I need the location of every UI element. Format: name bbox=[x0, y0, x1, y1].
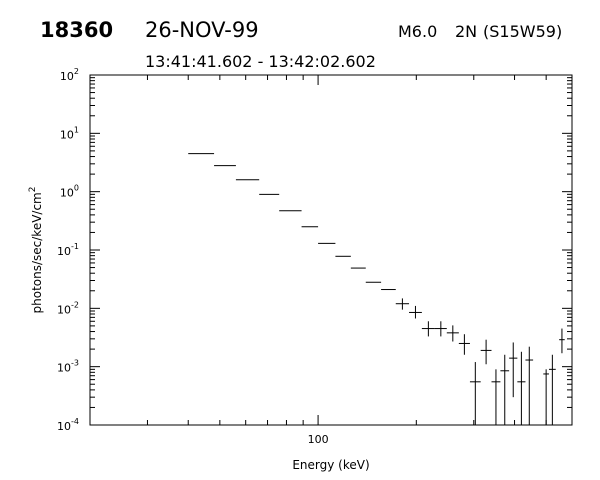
data-point bbox=[409, 305, 422, 319]
x-axis-title: Energy (keV) bbox=[292, 458, 369, 472]
data-point bbox=[525, 346, 534, 425]
y-tick-label-exp: 2 bbox=[74, 67, 79, 76]
time-range: 13:41:41.602 - 13:42:02.602 bbox=[145, 52, 376, 71]
event-id: 18360 bbox=[40, 18, 113, 42]
flare-location: (S15W59) bbox=[483, 22, 562, 41]
y-tick-label-base: 10 bbox=[57, 420, 71, 433]
y-tick-label: 10-3 bbox=[57, 359, 79, 375]
y-tick-label-base: 10 bbox=[60, 128, 74, 141]
flare-class: M6.0 bbox=[398, 22, 437, 41]
y-tick-label: 102 bbox=[60, 67, 79, 83]
y-tick-label-exp: -4 bbox=[71, 417, 79, 426]
y-tick-label-exp: -3 bbox=[71, 359, 79, 368]
y-tick-label-exp: 0 bbox=[74, 184, 79, 193]
data-point bbox=[509, 342, 518, 398]
y-tick-label-exp: -1 bbox=[71, 242, 79, 251]
y-tick-label-base: 10 bbox=[57, 303, 71, 316]
y-tick-label-exp: -2 bbox=[71, 300, 79, 309]
plot-frame bbox=[89, 74, 573, 426]
data-point bbox=[480, 339, 492, 365]
data-points bbox=[188, 153, 565, 425]
y-axis-title: photons/sec/keV/cm2 bbox=[28, 187, 44, 314]
y-tick-label-exp: 1 bbox=[74, 125, 79, 134]
y-tick-label-base: 10 bbox=[60, 70, 74, 83]
x-tick-label: 100 bbox=[308, 433, 329, 446]
x-tick-labels: 100 bbox=[308, 433, 329, 446]
event-date: 26-NOV-99 bbox=[145, 18, 259, 42]
y-tick-label-base: 10 bbox=[60, 187, 74, 200]
data-point bbox=[491, 369, 501, 425]
data-point bbox=[500, 354, 510, 425]
y-axis-title-sup: 2 bbox=[28, 187, 38, 193]
y-tick-label: 10-2 bbox=[57, 300, 79, 316]
y-tick-label: 10-4 bbox=[57, 417, 79, 433]
svg-text:photons/sec/keV/cm2: photons/sec/keV/cm2 bbox=[28, 187, 44, 314]
data-point bbox=[395, 298, 410, 310]
y-tick-label: 10-1 bbox=[57, 242, 79, 258]
y-tick-label: 100 bbox=[60, 184, 79, 200]
data-point bbox=[421, 321, 435, 337]
data-point bbox=[559, 328, 565, 354]
y-tick-label: 101 bbox=[60, 125, 79, 141]
data-point bbox=[548, 354, 556, 425]
flare-importance: 2N bbox=[455, 22, 477, 41]
data-point bbox=[517, 351, 526, 425]
data-point bbox=[434, 321, 447, 337]
y-tick-label-base: 10 bbox=[57, 245, 71, 258]
y-tick-label-base: 10 bbox=[57, 362, 71, 375]
data-point bbox=[458, 334, 470, 355]
axis-ticks bbox=[89, 74, 573, 426]
data-point bbox=[543, 369, 549, 425]
y-axis-title-main: photons/sec/keV/cm bbox=[30, 192, 44, 313]
data-point bbox=[446, 325, 459, 342]
data-point bbox=[469, 362, 481, 425]
